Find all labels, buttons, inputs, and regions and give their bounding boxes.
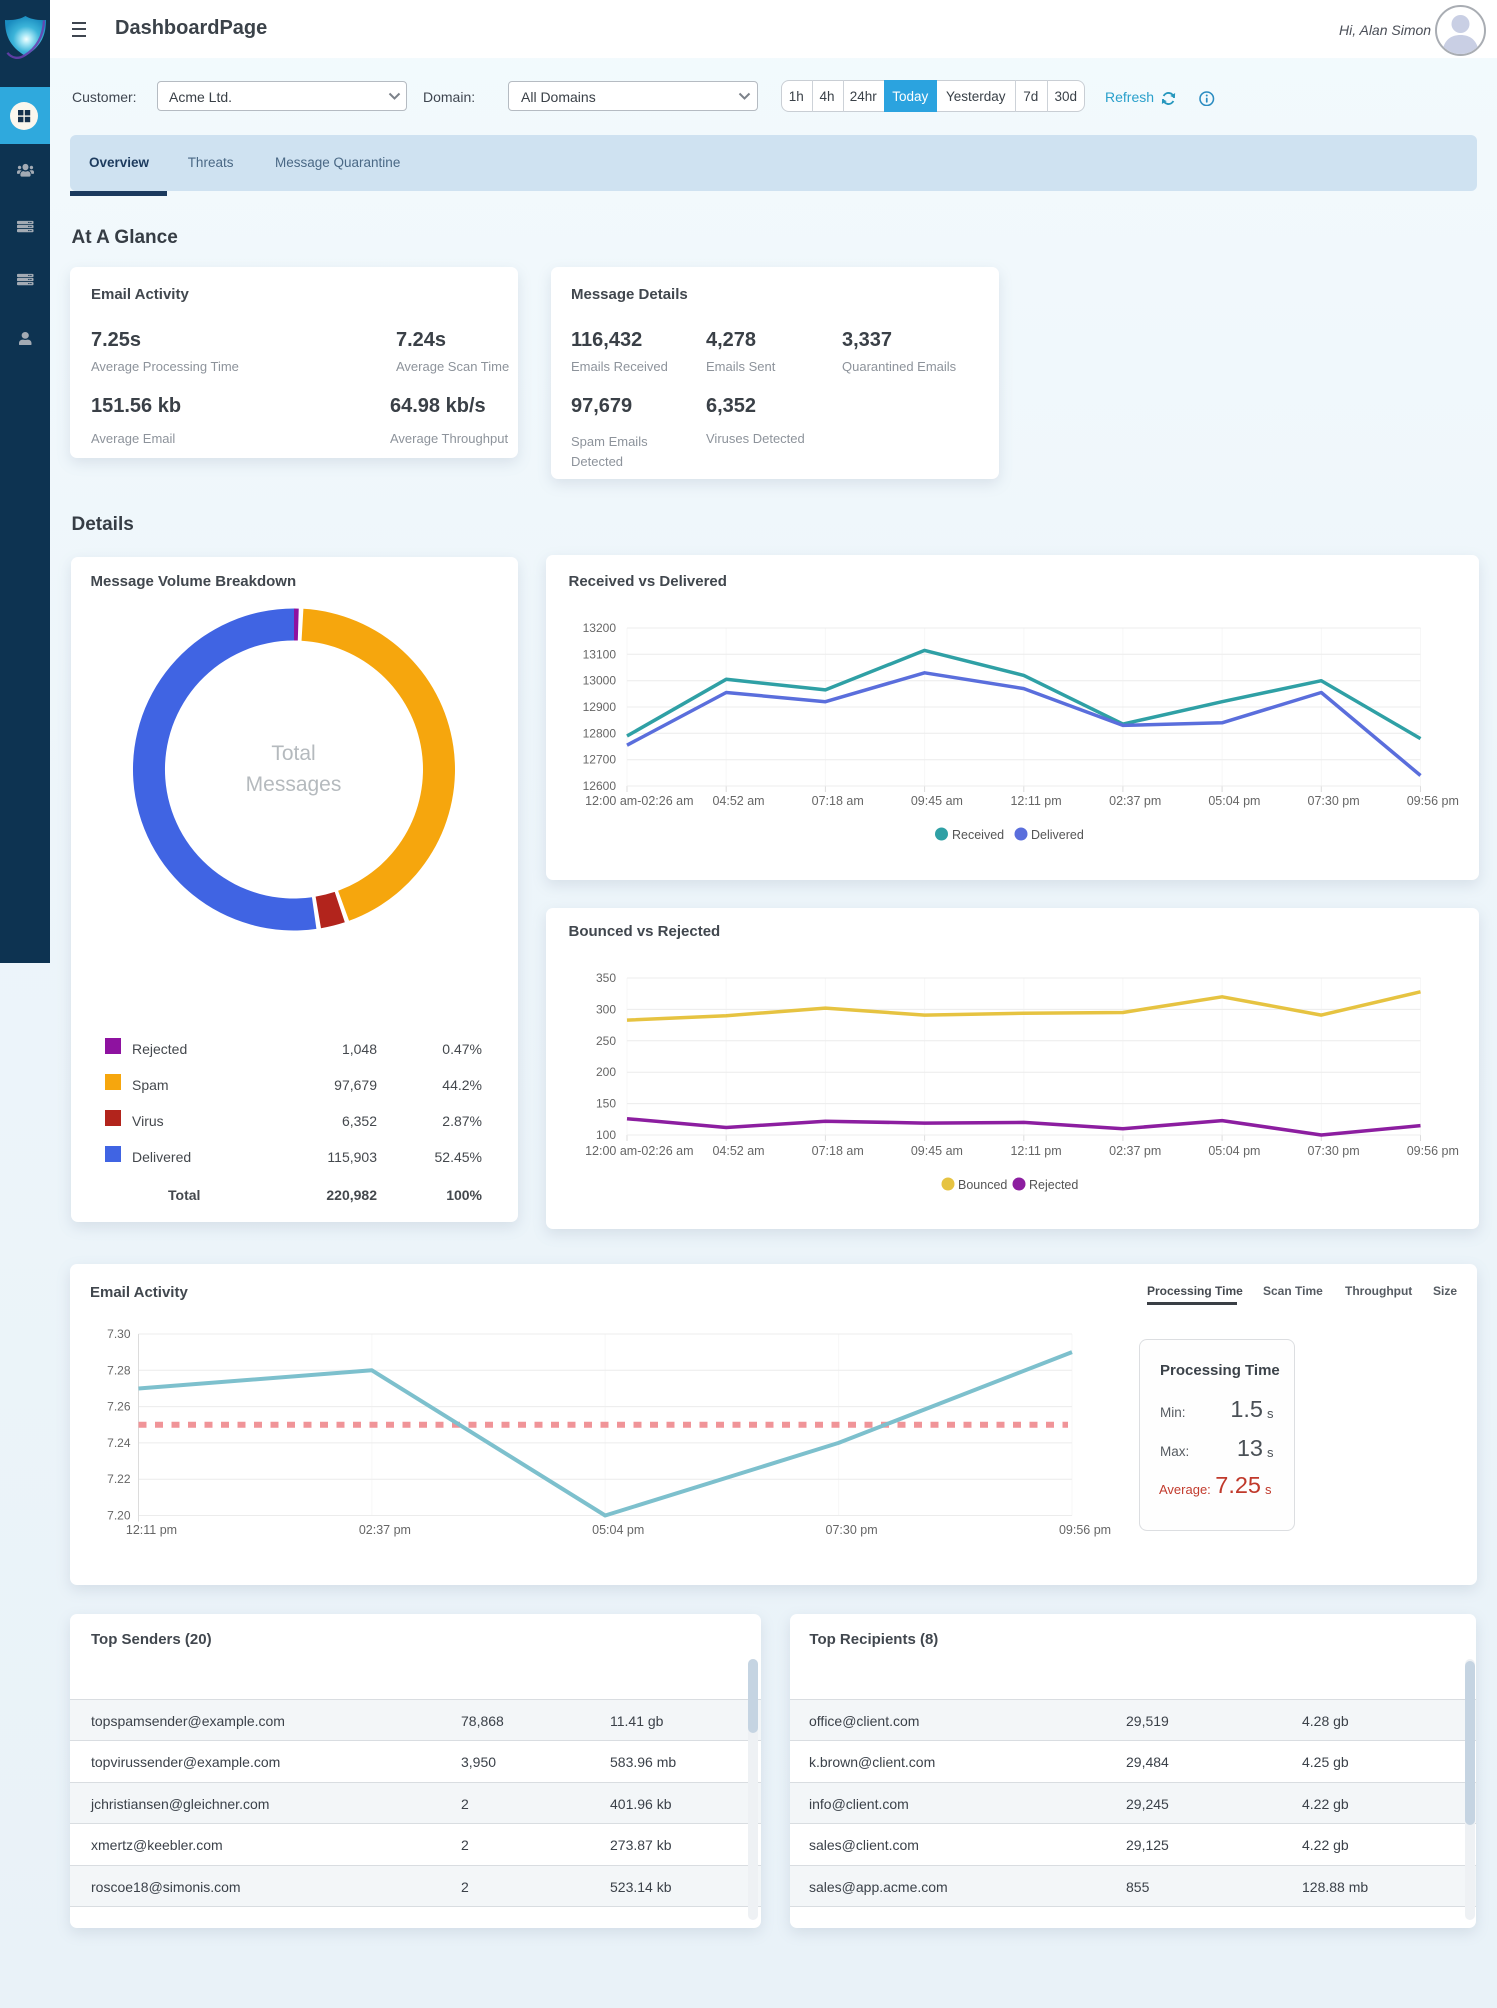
svg-text:12:00 am-02:26 am: 12:00 am-02:26 am [585, 794, 693, 808]
svg-text:02:37 pm: 02:37 pm [1109, 794, 1161, 808]
svg-text:12:11 pm: 12:11 pm [1010, 794, 1061, 808]
svg-text:05:04 pm: 05:04 pm [1208, 1144, 1260, 1158]
svg-text:7.30: 7.30 [107, 1327, 131, 1341]
svg-text:13000: 13000 [583, 674, 617, 688]
svg-text:13100: 13100 [583, 647, 617, 661]
svg-text:12700: 12700 [583, 753, 617, 767]
svg-text:07:30 pm: 07:30 pm [1308, 794, 1360, 808]
svg-text:7.26: 7.26 [107, 1400, 131, 1414]
svg-text:02:37 pm: 02:37 pm [1109, 1144, 1161, 1158]
svg-text:Rejected: Rejected [1029, 1178, 1078, 1192]
svg-text:07:18 am: 07:18 am [812, 794, 864, 808]
svg-text:09:45 am: 09:45 am [911, 1144, 963, 1158]
svg-text:7.28: 7.28 [107, 1363, 131, 1377]
svg-text:12:11 pm: 12:11 pm [1010, 1144, 1061, 1158]
svg-text:200: 200 [596, 1065, 616, 1079]
svg-text:7.24: 7.24 [107, 1436, 131, 1450]
svg-text:350: 350 [596, 971, 616, 985]
svg-text:250: 250 [596, 1034, 616, 1048]
svg-text:07:30 pm: 07:30 pm [826, 1523, 878, 1537]
svg-text:7.20: 7.20 [107, 1509, 131, 1523]
svg-text:05:04 pm: 05:04 pm [592, 1523, 644, 1537]
svg-text:09:56 pm: 09:56 pm [1407, 1144, 1459, 1158]
svg-text:Bounced: Bounced [958, 1178, 1007, 1192]
svg-text:12900: 12900 [583, 700, 617, 714]
svg-text:07:18 am: 07:18 am [812, 1144, 864, 1158]
svg-text:12:11 pm: 12:11 pm [126, 1523, 177, 1537]
svg-text:Received: Received [952, 828, 1004, 842]
svg-text:300: 300 [596, 1002, 616, 1016]
svg-text:100: 100 [596, 1128, 616, 1142]
svg-text:04:52 am: 04:52 am [712, 794, 764, 808]
svg-text:02:37 pm: 02:37 pm [359, 1523, 411, 1537]
svg-text:09:56 pm: 09:56 pm [1407, 794, 1459, 808]
svg-text:04:52 am: 04:52 am [712, 1144, 764, 1158]
svg-text:150: 150 [596, 1097, 616, 1111]
svg-text:Delivered: Delivered [1031, 828, 1084, 842]
svg-text:12800: 12800 [583, 726, 617, 740]
svg-text:7.22: 7.22 [107, 1472, 131, 1486]
svg-text:13200: 13200 [583, 621, 617, 635]
svg-text:09:45 am: 09:45 am [911, 794, 963, 808]
svg-text:12:00 am-02:26 am: 12:00 am-02:26 am [585, 1144, 693, 1158]
svg-text:05:04 pm: 05:04 pm [1208, 794, 1260, 808]
svg-text:07:30 pm: 07:30 pm [1308, 1144, 1360, 1158]
svg-text:09:56 pm: 09:56 pm [1059, 1523, 1111, 1537]
svg-text:12600: 12600 [583, 779, 617, 793]
